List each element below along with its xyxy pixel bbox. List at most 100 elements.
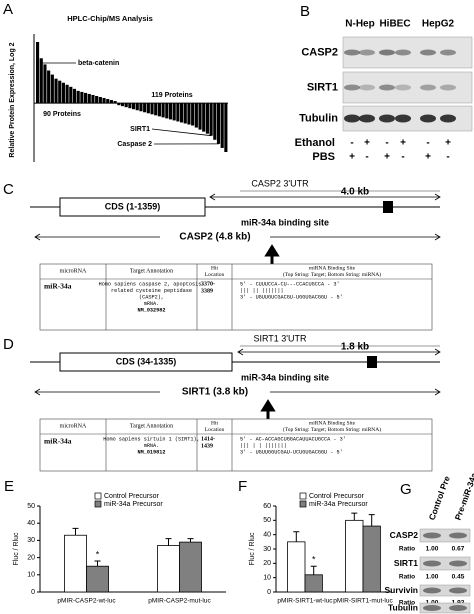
blot-band (344, 114, 360, 123)
treatment-sign: + (425, 152, 431, 163)
table-cell: 3' - UGUUGGUCGAU-UCUGUGACGGU - 5' (240, 449, 343, 455)
bar (139, 103, 143, 112)
bar (120, 103, 125, 107)
y-tick-label: 20 (27, 554, 35, 561)
site-arrow (264, 244, 280, 266)
bar (172, 103, 176, 121)
table-cell: ||| || ||||||| (240, 288, 284, 294)
table-header: miRNA Binding Site (309, 265, 356, 271)
bar (191, 103, 195, 126)
error-bar (351, 512, 358, 521)
legend-swatch (299, 492, 307, 500)
bar (168, 103, 173, 120)
treatment-sign: - (446, 152, 449, 163)
column-label: HiBEC (379, 19, 410, 30)
bar (117, 103, 121, 106)
bar (80, 91, 84, 104)
row-label: CASP2 (301, 46, 338, 58)
y-tick-label: 0 (31, 589, 35, 596)
panel-letter: D (3, 336, 14, 353)
error-bar (94, 560, 101, 567)
bar (65, 84, 69, 104)
column-label: Pre-miR-34a (453, 471, 474, 521)
table-header: Hit (211, 265, 219, 271)
treatment-label: PBS (312, 151, 335, 163)
table-cell: Homo sapiens caspase 2, apoptosis- (99, 281, 205, 287)
ratio-label: Ratio (399, 600, 415, 607)
table-header: Location (205, 272, 225, 278)
y-tick-label: 20 (263, 560, 271, 567)
y-tick-label: 10 (263, 575, 271, 582)
row-label: Survivin (384, 585, 418, 595)
row-label: Tubulin (388, 602, 418, 612)
bar (345, 519, 364, 593)
row-label: SIRT1 (307, 81, 338, 93)
blot-band (423, 587, 441, 594)
treatment-sign: - (401, 152, 404, 163)
annotation-arrow (151, 128, 212, 137)
treatment-sign: + (349, 152, 355, 163)
row-label: CASP2 (390, 530, 419, 540)
bar (220, 103, 224, 148)
label-bg (160, 386, 270, 398)
blot-band (440, 49, 456, 56)
utr-length: 4.0 kb (341, 187, 369, 198)
blot-strip (342, 36, 473, 69)
ratio-label: Ratio (399, 546, 415, 553)
table-header: (Top String: Target; Bottom String: miRN… (283, 271, 381, 278)
y-tick-label: 10 (27, 572, 35, 579)
length-arrow (209, 193, 441, 201)
bar (202, 103, 206, 132)
treatment-sign: - (426, 138, 429, 149)
ratio-label: Ratio (399, 574, 415, 581)
blot-band (344, 84, 360, 91)
bar (187, 103, 191, 125)
treatment-label: Ethanol (295, 137, 335, 149)
blot-strip (419, 528, 471, 543)
bar (224, 103, 228, 152)
bar (36, 42, 40, 104)
column-label: Control Pre (427, 474, 452, 521)
error-bar (187, 538, 194, 543)
binding-site (367, 356, 377, 368)
treatment-sign: + (364, 138, 370, 149)
bar (84, 92, 88, 104)
bar (47, 70, 51, 104)
error-bar (72, 527, 79, 536)
cds-label: CDS (34-1335) (116, 356, 177, 366)
table-cell: 1414- (201, 436, 215, 442)
table-header: microRNA (60, 423, 87, 429)
table-cell: mRNA. (144, 443, 160, 449)
bar (54, 78, 58, 104)
blot-strip (419, 556, 471, 571)
bar (76, 90, 80, 104)
bar (113, 101, 117, 104)
utr-label: SIRT1 3'UTR (253, 333, 307, 343)
bar (179, 541, 202, 593)
site-label: miR-34a binding site (241, 372, 329, 382)
gene-length: SIRT1 (3.8 kb) (182, 387, 248, 398)
treatment-sign: - (350, 138, 353, 149)
ratio-value: 0.45 (452, 574, 465, 581)
significance: * (312, 555, 316, 565)
table-header: miRNA Binding Site (309, 420, 356, 426)
table-header: Hit (211, 420, 219, 426)
blot-band (395, 84, 411, 91)
table-cell: miR-34a (44, 282, 72, 291)
bar (72, 88, 77, 104)
table-header: Location (205, 427, 225, 433)
table-cell: 5' - CUUUCCA-CU---CCACUGCCA - 3' (240, 281, 340, 287)
y-tick-label: 40 (263, 532, 271, 539)
bar (304, 574, 323, 593)
bar (198, 103, 202, 130)
table-cell: ||| | | ||||||| (240, 443, 287, 449)
blot-band (423, 605, 441, 611)
table-cell: (CASP2), (139, 294, 164, 300)
cds-label: CDS (1-1359) (105, 201, 161, 211)
treatment-sign: + (445, 138, 451, 149)
panel-letter: G (400, 481, 412, 498)
table-cell: 1439 (201, 443, 213, 449)
bar (132, 103, 136, 110)
table-cell: 3370- (201, 281, 215, 287)
bar (165, 103, 169, 119)
